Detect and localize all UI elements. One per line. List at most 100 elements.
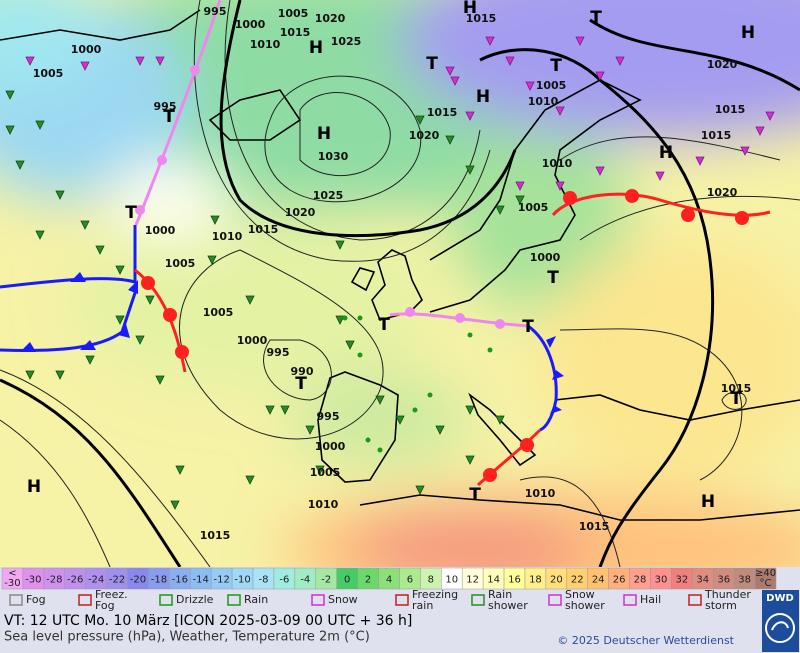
snow-shower-symbol: [485, 36, 495, 46]
colorbar-label: -6: [279, 575, 289, 586]
isobar-label: 995: [267, 346, 290, 359]
rain-shower-symbol: [15, 160, 25, 170]
isobar-label: 1010: [542, 157, 573, 170]
legend-icon: [227, 594, 241, 606]
snow-shower-symbol: [450, 76, 460, 86]
colorbar-label: -20: [130, 575, 146, 586]
colorbar-label: 6: [407, 575, 413, 586]
colorbar-label: 22: [571, 575, 584, 586]
isobar-label: 1010: [308, 498, 339, 511]
occlusion-symbol: [135, 65, 505, 329]
isobar-label: 1015: [701, 129, 732, 142]
colorbar-label: -18: [151, 575, 167, 586]
colorbar-label: -2: [321, 575, 331, 586]
isobar-label: 1005: [33, 67, 64, 80]
rain-shower-symbol: [415, 485, 425, 495]
cold-front-symbol: [20, 272, 564, 414]
colorbar-label: 2: [365, 575, 371, 586]
colorbar-label: ≥40: [755, 568, 776, 579]
rain-symbol: [412, 407, 418, 413]
snow-shower-symbol: [595, 71, 605, 81]
snow-shower-symbol: [80, 61, 90, 71]
legend-label: Drizzle: [176, 593, 214, 606]
snow-shower-symbol: [465, 111, 475, 121]
isobar-label: 1005: [278, 7, 309, 20]
isobar-label: 1010: [528, 95, 559, 108]
rain-shower-symbol: [435, 425, 445, 435]
copyright: © 2025 Deutscher Wetterdienst: [557, 634, 734, 647]
rain-shower-symbol: [495, 415, 505, 425]
colorbar-label: -30: [25, 575, 41, 586]
legend-icon: [548, 594, 562, 606]
snow-shower-symbol: [595, 166, 605, 176]
legend-label: Hail: [640, 593, 661, 606]
pressure-system: T: [125, 203, 137, 223]
rain-shower-symbol: [375, 395, 385, 405]
rain-shower-symbol: [145, 295, 155, 305]
pressure-system: T: [550, 56, 562, 76]
colorbar-label: 10: [445, 575, 458, 586]
colorbar-label: -12: [213, 575, 229, 586]
rain-shower-symbol: [5, 125, 15, 135]
colorbar-label: -24: [88, 575, 104, 586]
colorbar-label: -10: [234, 575, 250, 586]
rain-shower-symbol: [25, 370, 35, 380]
logo: DWD: [766, 593, 794, 604]
pressure-system: T: [426, 54, 438, 74]
legend-label: storm: [705, 599, 737, 612]
isobar-label: 995: [154, 100, 177, 113]
isobar-label: 1010: [212, 230, 243, 243]
pressure-system: H: [701, 492, 715, 512]
rain-shower-symbol: [55, 190, 65, 200]
isobar-label: 1000: [237, 334, 268, 347]
rain-shower-symbol: [445, 135, 455, 145]
colorbar-label: -8: [258, 575, 268, 586]
rain-shower-symbol: [35, 120, 45, 130]
colorbar-label: 36: [717, 575, 730, 586]
colorbar: <-30 -30 -28 -26 -24 -22 -20 -18 -16 -14 -12 -10 -8-…: [1, 567, 777, 590]
rain-symbol: [342, 315, 348, 321]
logo-icon: [771, 621, 789, 631]
rain-shower-symbol: [305, 425, 315, 435]
snow-shower-symbol: [445, 66, 455, 76]
legend-label: Thunder: [704, 588, 751, 601]
rain-shower-symbol: [245, 475, 255, 485]
colorbar-label: 32: [675, 575, 688, 586]
isobar-label: 1025: [331, 35, 362, 48]
snow-shower-symbol: [135, 56, 145, 66]
isobar-label: 1020: [707, 186, 738, 199]
legend-label: rain: [412, 599, 433, 612]
pressure-system: H: [309, 38, 323, 58]
isobar-label: 1015: [466, 12, 497, 25]
legend-label: Fog: [26, 593, 46, 606]
rain-shower-symbol: [155, 375, 165, 385]
rain-shower-symbol: [495, 205, 505, 215]
legend-icon: [395, 594, 409, 606]
isobar-label: 1020: [409, 129, 440, 142]
rain-shower-symbol: [5, 90, 15, 100]
rain-shower-symbol: [115, 315, 125, 325]
snow-shower-symbol: [155, 56, 165, 66]
rain-symbol: [365, 437, 371, 443]
pressure-system: H: [27, 477, 41, 497]
colorbar-label: 16: [508, 575, 521, 586]
isobar-label: 1030: [318, 150, 349, 163]
isobar-label: 1010: [250, 38, 281, 51]
rain-shower-symbol: [335, 315, 345, 325]
legend-label: shower: [565, 599, 605, 612]
snow-shower-symbol: [755, 126, 765, 136]
snow-shower-symbol: [655, 171, 665, 181]
colorbar-label: 18: [529, 575, 542, 586]
rain-shower-symbol: [55, 370, 65, 380]
rain-shower-symbol: [85, 355, 95, 365]
legend-label: Fog: [95, 599, 115, 612]
weather-legend: Fog Freez.Fog Drizzle Rain Snow FreezingrainR…: [9, 588, 751, 612]
isobar-label: 1005: [536, 79, 567, 92]
colorbar-label: 38: [738, 575, 751, 586]
pressure-system: T: [469, 485, 481, 505]
legend-icon: [688, 594, 702, 606]
rain-shower-symbol: [80, 220, 90, 230]
snow-shower-symbol: [515, 181, 525, 191]
colorbar-label: 28: [634, 575, 647, 586]
